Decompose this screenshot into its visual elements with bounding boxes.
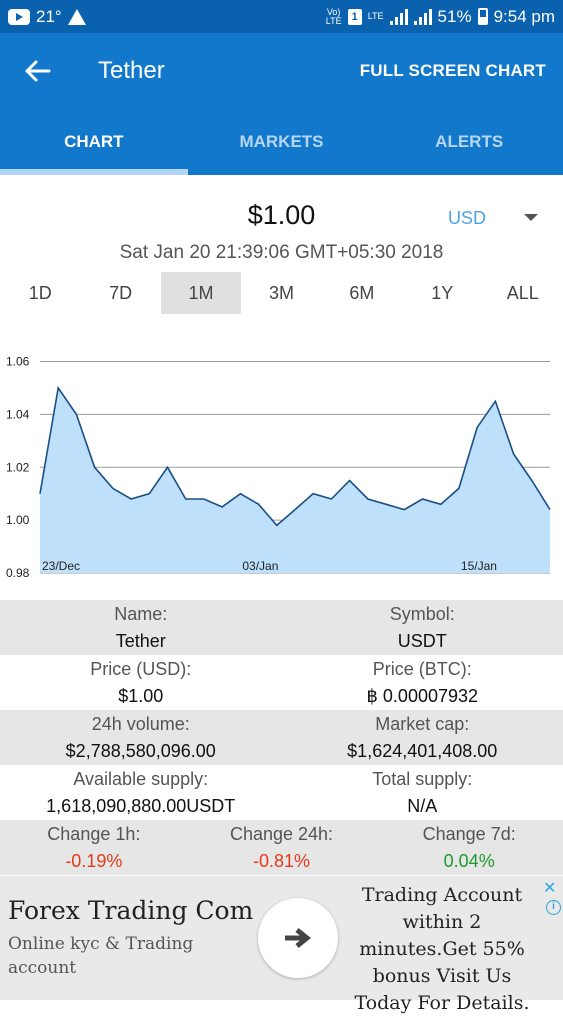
tab-alerts[interactable]: ALERTS xyxy=(435,132,504,151)
full-screen-chart-button[interactable]: FULL SCREEN CHART xyxy=(359,61,546,80)
range-1y[interactable]: 1Y xyxy=(431,282,454,303)
range-3m[interactable]: 3M xyxy=(268,282,294,303)
network-type: LTE xyxy=(367,11,384,21)
signal-icon xyxy=(389,8,408,25)
y-tick-label: 1.00 xyxy=(6,513,30,527)
ad-title[interactable]: Forex Trading Com xyxy=(8,896,254,925)
sim-indicator: 1 xyxy=(347,8,362,25)
range-1m[interactable]: 1M xyxy=(160,272,242,314)
ad-info-icon[interactable]: i xyxy=(546,900,561,915)
total-supply-label: Total supply: xyxy=(372,768,473,789)
volte-indicator: Vo) LTE xyxy=(325,6,342,26)
dropdown-arrow-icon[interactable] xyxy=(524,214,538,221)
y-tick-label: 1.04 xyxy=(6,407,30,421)
info-row: Name: Tether Symbol: USDT xyxy=(0,600,563,655)
coin-info-table: Name: Tether Symbol: USDT Price (USD): $1.0… xyxy=(0,600,563,875)
price-usd-label: Price (USD): xyxy=(90,658,192,679)
info-row: 24h volume: $2,788,580,096.00 Market cap:… xyxy=(0,710,563,765)
ad-banner[interactable]: Forex Trading Com Online kyc & Trading a… xyxy=(0,876,563,1000)
chart-line xyxy=(39,385,551,527)
range-7d[interactable]: 7D xyxy=(109,282,133,303)
price-btc-label: Price (BTC): xyxy=(372,658,472,679)
currency-selector[interactable]: USD xyxy=(448,208,487,228)
available-supply-value: 1,618,090,880.00USDT xyxy=(46,795,236,816)
symbol-label: Symbol: xyxy=(389,603,455,624)
symbol-value: USDT xyxy=(397,630,447,651)
price-btc-value: ฿ 0.00007932 xyxy=(366,685,479,706)
current-price: $1.00 xyxy=(247,200,316,230)
change-7d-label: Change 7d: xyxy=(422,823,516,844)
battery-level: 51% xyxy=(437,6,472,26)
change-1h-label: Change 1h: xyxy=(47,823,141,844)
y-tick-label: 1.02 xyxy=(6,460,30,474)
signal-icon-2 xyxy=(413,8,432,25)
tab-bar: CHART MARKETS ALERTS xyxy=(0,109,563,175)
name-label: Name: xyxy=(114,603,168,624)
youtube-icon xyxy=(8,8,30,25)
x-tick-label: 03/Jan xyxy=(242,559,278,573)
warning-icon xyxy=(67,8,86,25)
name-value: Tether xyxy=(115,630,166,651)
temperature: 21° xyxy=(36,6,62,26)
status-bar: 21° Vo) LTE 1 LTE 51% 9:54 pm xyxy=(0,0,563,33)
range-6m[interactable]: 6M xyxy=(349,282,375,303)
change-1h-value: -0.19% xyxy=(65,850,123,871)
range-1d[interactable]: 1D xyxy=(28,282,52,303)
price-chart[interactable]: 0.98 1.00 1.02 1.04 1.06 23/Dec 03/Jan 15/Jan xyxy=(0,335,563,580)
chart-area xyxy=(40,387,550,573)
tab-chart[interactable]: CHART xyxy=(0,109,188,175)
x-tick-label: 15/Jan xyxy=(461,559,497,573)
range-selector: 1D 7D 1M 3M 6M 1Y ALL xyxy=(0,272,563,314)
clock: 9:54 pm xyxy=(493,6,555,26)
volume-value: $2,788,580,096.00 xyxy=(65,740,216,761)
x-tick-label: 23/Dec xyxy=(42,559,80,573)
change-24h-value: -0.81% xyxy=(252,850,311,871)
change-24h-label: Change 24h: xyxy=(229,823,334,844)
y-tick-label: 0.98 xyxy=(6,566,30,580)
range-all[interactable]: ALL xyxy=(506,282,539,303)
available-supply-label: Available supply: xyxy=(73,768,209,789)
marketcap-label: Market cap: xyxy=(375,713,470,734)
app-bar: Tether FULL SCREEN CHART xyxy=(0,33,563,109)
price-timestamp: Sat Jan 20 21:39:06 GMT+05:30 2018 xyxy=(119,242,444,263)
y-tick-label: 1.06 xyxy=(6,355,30,369)
ad-close-icon[interactable]: ✕ xyxy=(543,880,557,897)
arrow-right-icon xyxy=(285,928,312,948)
total-supply-value: N/A xyxy=(407,795,438,816)
info-row: Available supply: 1,618,090,880.00USDT To… xyxy=(0,765,563,820)
ad-body[interactable]: Trading Account within 2 minutes.Get 55%… xyxy=(354,884,530,1014)
battery-icon xyxy=(477,8,488,25)
ad-subtitle[interactable]: Online kyc & Trading account xyxy=(8,934,194,978)
app-title: Tether xyxy=(98,57,165,84)
price-usd-value: $1.00 xyxy=(118,685,164,706)
volume-label: 24h volume: xyxy=(91,713,190,734)
marketcap-value: $1,624,401,408.00 xyxy=(347,740,498,761)
ad-arrow-button[interactable] xyxy=(258,898,338,978)
change-7d-value: 0.04% xyxy=(443,850,495,871)
tab-markets[interactable]: MARKETS xyxy=(239,132,324,151)
info-row: Change 1h: -0.19% Change 24h: -0.81% Chang… xyxy=(0,820,563,875)
info-row: Price (USD): $1.00 Price (BTC): ฿ 0.000079… xyxy=(0,655,563,710)
back-arrow-icon[interactable] xyxy=(8,33,68,109)
